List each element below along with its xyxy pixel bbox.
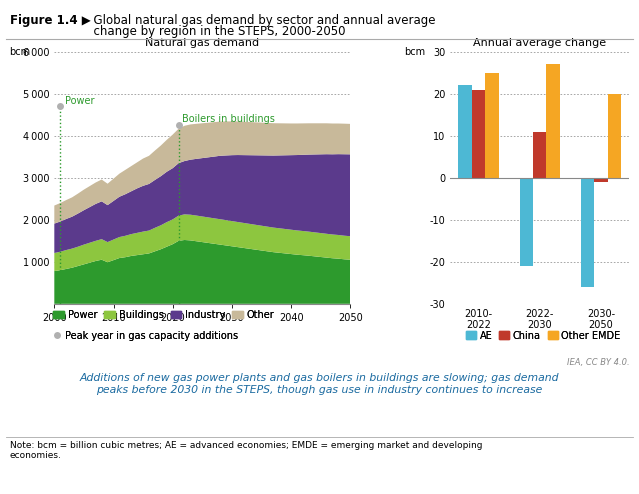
Title: Annual average change: Annual average change bbox=[473, 39, 606, 48]
Bar bbox=[533, 132, 546, 178]
Y-axis label: bcm: bcm bbox=[10, 47, 31, 57]
Text: Power: Power bbox=[65, 95, 95, 106]
Bar bbox=[581, 178, 594, 287]
Legend: AE, China, Other EMDE: AE, China, Other EMDE bbox=[463, 327, 624, 344]
Bar bbox=[594, 178, 608, 182]
Legend: Power, Buildings, Industry, Other: Power, Buildings, Industry, Other bbox=[50, 306, 279, 324]
Text: change by region in the STEPS, 2000-2050: change by region in the STEPS, 2000-2050 bbox=[86, 25, 346, 38]
Text: IEA, CC BY 4.0.: IEA, CC BY 4.0. bbox=[567, 358, 629, 367]
Y-axis label: bcm: bcm bbox=[404, 47, 425, 57]
Title: Natural gas demand: Natural gas demand bbox=[145, 39, 259, 48]
Text: Note: bcm = billion cubic metres; AE = advanced economies; EMDE = emerging marke: Note: bcm = billion cubic metres; AE = a… bbox=[10, 441, 482, 460]
Bar bbox=[608, 94, 621, 178]
Text: Additions of new gas power plants and gas boilers in buildings are slowing; gas : Additions of new gas power plants and ga… bbox=[80, 373, 559, 395]
Text: Figure 1.4 ▶: Figure 1.4 ▶ bbox=[10, 14, 90, 27]
Text: Boilers in buildings: Boilers in buildings bbox=[181, 114, 274, 124]
Bar bbox=[472, 90, 485, 178]
Bar bbox=[520, 178, 533, 266]
Bar bbox=[546, 65, 560, 178]
Legend: Peak year in gas capacity additions: Peak year in gas capacity additions bbox=[50, 327, 242, 344]
Bar bbox=[458, 85, 472, 178]
Text: Global natural gas demand by sector and annual average: Global natural gas demand by sector and … bbox=[86, 14, 436, 27]
Bar bbox=[485, 73, 498, 178]
